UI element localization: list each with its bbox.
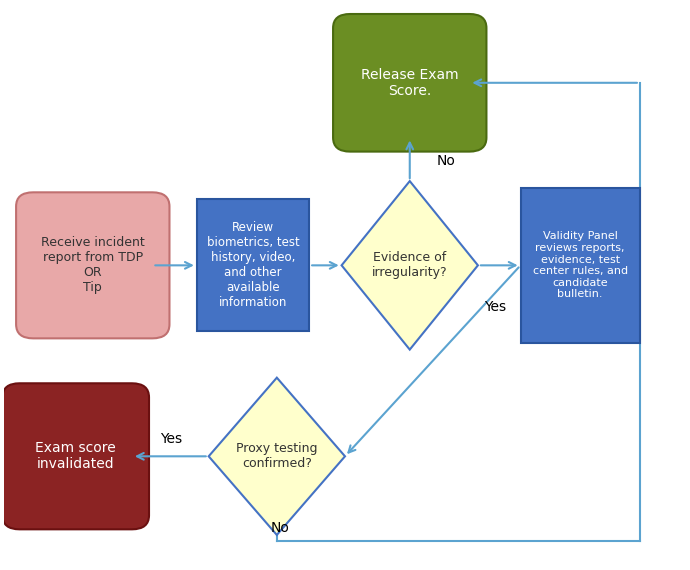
- Text: Exam score
invalidated: Exam score invalidated: [35, 441, 116, 471]
- Text: Release Exam
Score.: Release Exam Score.: [361, 68, 459, 98]
- Text: Review
biometrics, test
history, video,
and other
available
information: Review biometrics, test history, video, …: [206, 221, 299, 310]
- FancyBboxPatch shape: [333, 14, 486, 152]
- FancyBboxPatch shape: [16, 192, 170, 339]
- Text: No: No: [437, 154, 455, 168]
- Text: Yes: Yes: [484, 300, 506, 315]
- Polygon shape: [208, 378, 345, 535]
- Text: Proxy testing
confirmed?: Proxy testing confirmed?: [236, 442, 317, 470]
- Text: Evidence of
irregularity?: Evidence of irregularity?: [372, 251, 448, 279]
- Bar: [520, 188, 640, 343]
- Bar: [197, 200, 309, 331]
- Text: Receive incident
report from TDP
OR
Tip: Receive incident report from TDP OR Tip: [41, 237, 145, 294]
- Text: No: No: [270, 520, 290, 535]
- Polygon shape: [342, 181, 478, 349]
- Text: Yes: Yes: [160, 433, 182, 446]
- Text: Validity Panel
reviews reports,
evidence, test
center rules, and
candidate
bulle: Validity Panel reviews reports, evidence…: [533, 231, 628, 299]
- FancyBboxPatch shape: [3, 383, 149, 530]
